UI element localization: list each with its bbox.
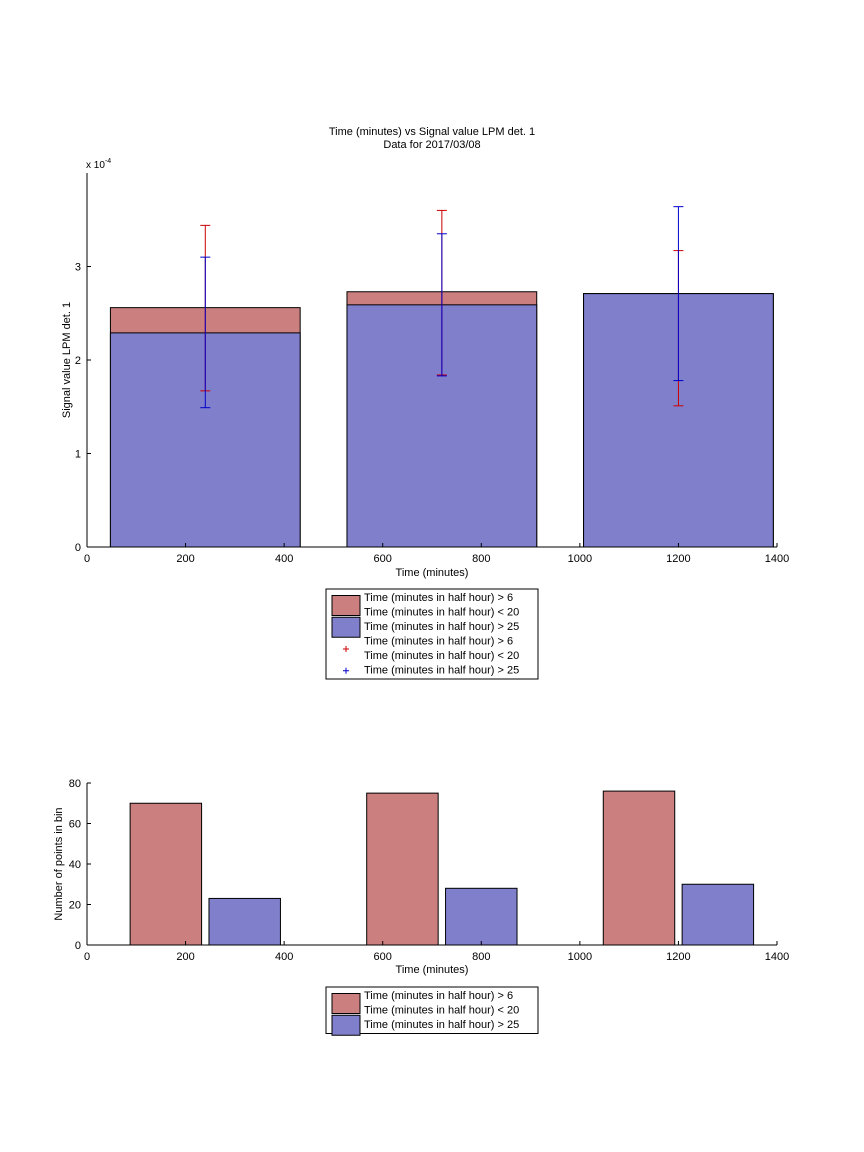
chart2-bar-series1	[129, 802, 203, 946]
chart1-legend-label: Time (minutes in half hour) > 6	[364, 592, 513, 604]
chart1-error-bars	[200, 206, 684, 409]
chart2-x-tick-label: 800	[472, 951, 490, 963]
chart1-exponent-base: x 10	[86, 160, 105, 171]
chart1-title: Time (minutes) vs Signal value LPM det. …	[329, 126, 535, 138]
chart2-x-tick-label: 200	[176, 951, 194, 963]
chart2-bars	[129, 790, 755, 946]
chart1-exponent: x 10-4	[86, 158, 111, 171]
chart1-subtitle: Data for 2017/03/08	[383, 139, 480, 151]
chart2-y-tick-label: 40	[69, 859, 81, 871]
chart2-y-tick-label: 80	[69, 778, 81, 790]
chart2-axes: 0 200 400 600 800 1000 1200 1400 0 20 40 60 80	[69, 778, 789, 963]
chart1-x-tick-label: 600	[374, 553, 392, 565]
chart2-legend-label: Time (minutes in half hour) > 25	[364, 1019, 519, 1031]
chart1-exponent-power: -4	[105, 158, 111, 165]
chart1-y-tick-label: 0	[75, 542, 81, 554]
chart1-legend-box	[325, 588, 539, 680]
chart2-legend-label: Time (minutes in half hour) > 6	[364, 990, 513, 1002]
chart1-xlabel: Time (minutes)	[396, 567, 469, 579]
chart1-x-tick-label: 1200	[666, 553, 690, 565]
chart1-x-tick-label: 200	[176, 553, 194, 565]
chart2-y-tick-label: 20	[69, 900, 81, 912]
chart1-legend-label: Time (minutes in half hour) > 25	[364, 621, 519, 633]
chart1-ylabel: Signal value LPM det. 1	[61, 302, 73, 418]
chart2-x-tick-label: 1200	[666, 951, 690, 963]
chart2-xlabel: Time (minutes)	[396, 964, 469, 976]
chart1-x-tick-label: 1000	[568, 553, 592, 565]
chart2-bar-series1	[366, 792, 439, 946]
chart2-legend-swatch	[331, 993, 361, 1014]
chart1-legend-label: Time (minutes in half hour) > 6	[364, 636, 513, 648]
chart1-y-tick-label: 1	[75, 449, 81, 461]
chart1-y-tick-label: 3	[75, 262, 81, 274]
chart1-x-tick-label: 1400	[765, 553, 789, 565]
chart2-x-tick-label: 400	[275, 951, 293, 963]
chart2-y-tick-label: 60	[69, 819, 81, 831]
chart1-legend-swatch	[331, 616, 361, 638]
chart2-x-tick-label: 1000	[568, 951, 592, 963]
chart2-x-tick-label: 600	[374, 951, 392, 963]
chart1-legend-label: Time (minutes in half hour) < 20	[364, 607, 519, 619]
chart2-ylabel: Number of points in bin	[53, 807, 65, 920]
chart2-bar-series2	[681, 883, 755, 946]
chart2-bar-series2	[208, 897, 281, 946]
chart2-legend-swatch	[331, 1014, 361, 1036]
chart2-bar-series1	[602, 790, 676, 946]
chart1-legend: Time (minutes in half hour) > 6 Time (min…	[325, 588, 539, 680]
chart1-y-tick-label: 2	[75, 355, 81, 367]
chart1-legend-marker	[343, 667, 349, 674]
chart2-legend: Time (minutes in half hour) > 6 Time (min…	[325, 986, 539, 1036]
chart1-legend-label: Time (minutes in half hour) > 25	[364, 665, 519, 677]
chart2-x-tick-label: 0	[84, 951, 90, 963]
chart2-y-tick-label: 0	[75, 940, 81, 952]
chart2-legend-box	[325, 986, 539, 1034]
chart1-x-tick-label: 800	[472, 553, 490, 565]
chart2-bar-series2	[445, 887, 518, 946]
chart1-legend-marker	[343, 646, 349, 652]
chart1-x-tick-label: 400	[275, 553, 293, 565]
chart1-x-tick-label: 0	[84, 553, 90, 565]
chart2-legend-label: Time (minutes in half hour) < 20	[364, 1005, 519, 1017]
chart1-legend-swatch	[331, 595, 361, 616]
chart1-legend-label: Time (minutes in half hour) < 20	[364, 650, 519, 662]
chart2-x-tick-label: 1400	[765, 951, 789, 963]
chart1-axes: 0 200 400 600 800 1000 1200 1400 0 1 2 3	[75, 173, 789, 565]
